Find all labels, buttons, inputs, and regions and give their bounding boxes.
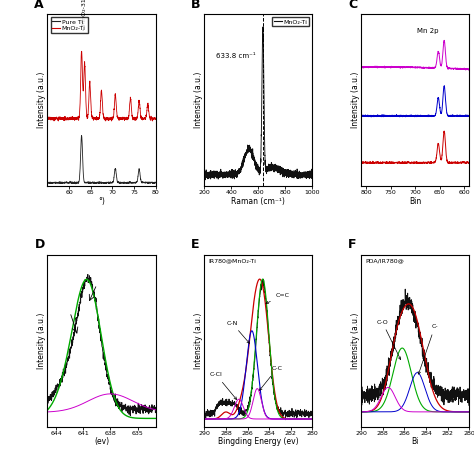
Y-axis label: Intensity (a.u.): Intensity (a.u.) [194, 312, 203, 369]
Text: D: D [35, 238, 45, 251]
Y-axis label: Intensity (a.u.): Intensity (a.u.) [37, 72, 46, 128]
Text: F: F [348, 238, 356, 251]
Text: C-: C- [418, 324, 438, 374]
Text: C=C: C=C [266, 293, 290, 303]
Text: Mn 2p: Mn 2p [417, 28, 439, 34]
X-axis label: Raman (cm⁻¹): Raman (cm⁻¹) [231, 197, 285, 206]
Text: E: E [191, 238, 200, 251]
Legend: MnO₂-Ti: MnO₂-Ti [272, 18, 310, 27]
Text: C-Cl: C-Cl [210, 373, 237, 400]
Y-axis label: Intensity (a.u.): Intensity (a.u.) [351, 312, 360, 369]
Text: B: B [191, 0, 201, 11]
X-axis label: (ev): (ev) [94, 437, 109, 446]
X-axis label: Bingding Energy (ev): Bingding Energy (ev) [218, 437, 299, 446]
Text: C: C [348, 0, 357, 11]
X-axis label: Bi: Bi [411, 437, 419, 446]
Y-axis label: Intensity (a.u.): Intensity (a.u.) [194, 72, 203, 128]
Text: C-O: C-O [376, 319, 401, 360]
X-axis label: °): °) [98, 197, 105, 206]
X-axis label: Bin: Bin [409, 197, 421, 206]
Text: • MnO₂-311: • MnO₂-311 [82, 0, 87, 31]
Text: IR780@MnO₂-Ti: IR780@MnO₂-Ti [209, 258, 256, 263]
Text: PDA/IR780@: PDA/IR780@ [365, 258, 404, 263]
Y-axis label: Intensity (a.u.): Intensity (a.u.) [37, 312, 46, 369]
Text: C-N: C-N [227, 321, 249, 343]
Text: 633.8 cm⁻¹: 633.8 cm⁻¹ [216, 53, 255, 59]
Text: C-C: C-C [259, 366, 283, 391]
Text: A: A [35, 0, 44, 11]
Legend: Pure Ti, MnO₂-Ti: Pure Ti, MnO₂-Ti [51, 18, 88, 33]
Y-axis label: Intensity (a.u.): Intensity (a.u.) [351, 72, 360, 128]
